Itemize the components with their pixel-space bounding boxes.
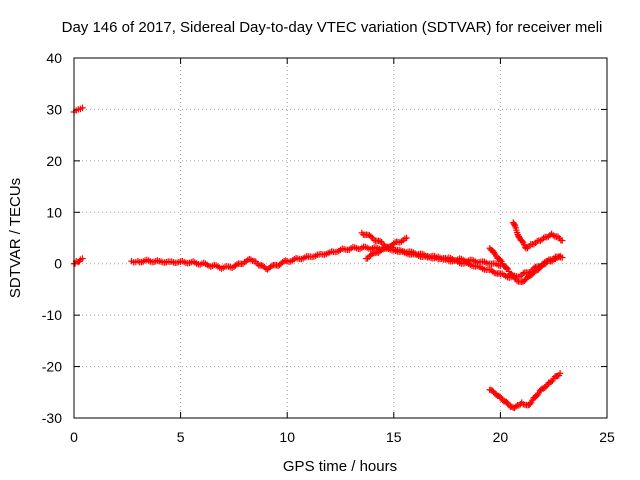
x-tick-label: 0 xyxy=(70,429,78,445)
series-segment-8 xyxy=(486,370,564,412)
data-point-interp xyxy=(535,266,542,273)
x-tick-label: 15 xyxy=(386,429,402,445)
grid xyxy=(74,58,607,418)
data-point-interp xyxy=(503,264,510,272)
data-point-interp xyxy=(379,245,387,252)
data-point-interp xyxy=(497,256,504,264)
y-tick-label: -30 xyxy=(42,410,62,426)
series-segment-5 xyxy=(362,234,410,262)
data-point-interp xyxy=(496,393,504,400)
series-segment-6 xyxy=(486,245,564,285)
data-point-interp xyxy=(491,269,498,276)
data-point xyxy=(559,237,566,244)
data-point-interp xyxy=(511,404,518,412)
axis-ticks: 0 5 10 15 20 25 -30 -20 -10 0 10 20 30 40 xyxy=(42,50,615,445)
data-point xyxy=(79,255,86,262)
x-axis-label: GPS time / hours xyxy=(283,458,397,475)
y-tick-label: 10 xyxy=(46,204,62,220)
x-tick-label: 5 xyxy=(177,429,185,445)
data-point xyxy=(556,370,564,377)
data-point-interp xyxy=(519,238,526,245)
data-point-interp xyxy=(276,261,283,269)
data-point-interp xyxy=(376,238,384,245)
x-tick-label: 10 xyxy=(279,429,295,445)
plot-marks xyxy=(70,104,566,412)
plot-frame xyxy=(73,57,608,419)
y-tick-label: 30 xyxy=(46,101,62,117)
chart-title: Day 146 of 2017, Sidereal Day-to-day VTE… xyxy=(62,19,603,36)
data-point-interp xyxy=(279,258,286,266)
x-tick-label: 20 xyxy=(493,429,509,445)
data-point-interp xyxy=(528,271,536,278)
data-point-interp xyxy=(367,233,375,240)
series-segment-7 xyxy=(509,219,566,252)
data-point-interp xyxy=(368,250,376,258)
data-point-interp xyxy=(547,378,555,386)
data-point-interp xyxy=(541,384,548,392)
data-point-interp xyxy=(549,232,557,239)
data-point-interp xyxy=(259,262,267,270)
data-point xyxy=(556,252,564,260)
y-tick-label: 40 xyxy=(46,50,62,66)
series-segment-1 xyxy=(70,104,86,116)
data-point-interp xyxy=(511,221,518,228)
data-point-interp xyxy=(512,403,520,410)
y-axis-label: SDTVAR / TECUs xyxy=(7,178,24,298)
y-tick-label: 0 xyxy=(54,256,62,272)
y-tick-label: -20 xyxy=(42,359,62,375)
data-point-interp xyxy=(387,243,394,250)
data-point xyxy=(79,104,86,112)
data-point-interp xyxy=(375,249,382,256)
data-point-interp xyxy=(509,272,517,280)
series-segment-2 xyxy=(70,255,86,267)
y-tick-label: 20 xyxy=(46,153,62,169)
x-tick-label: 25 xyxy=(599,429,615,445)
data-point-interp xyxy=(515,402,523,409)
y-tick-label: -10 xyxy=(42,307,62,323)
data-point xyxy=(403,234,410,242)
